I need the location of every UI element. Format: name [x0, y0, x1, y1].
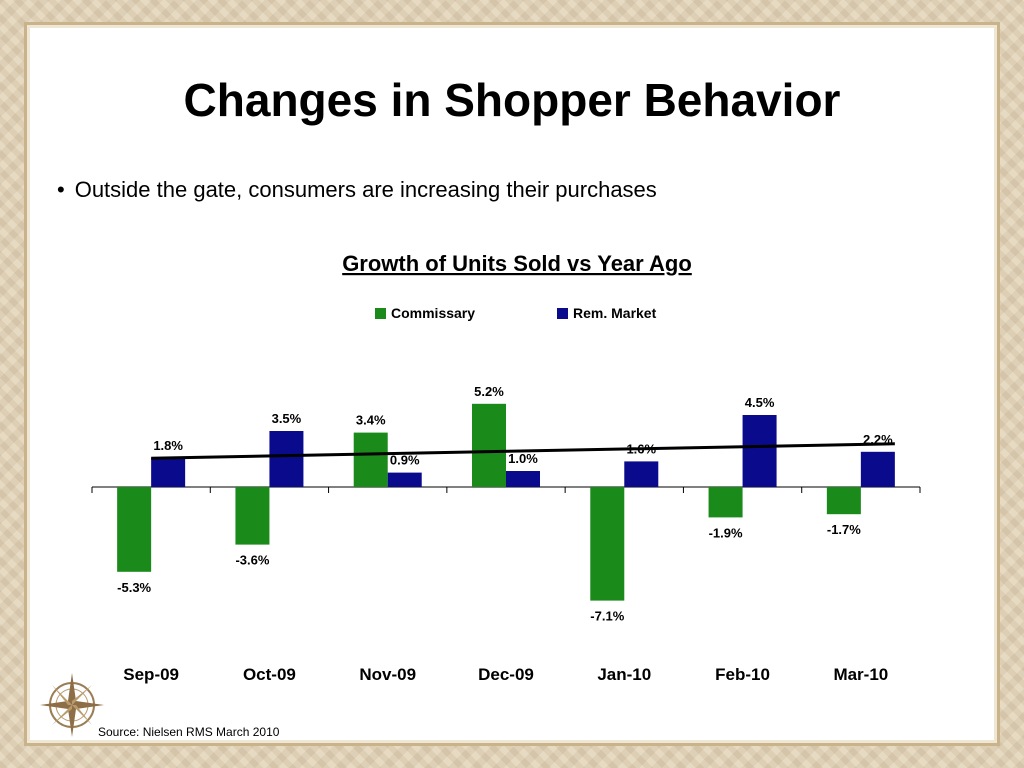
slide: Changes in Shopper Behavior • Outside th…	[24, 22, 1000, 746]
category-label-3: Dec-09	[478, 665, 534, 684]
bar-rem-market-0	[151, 458, 186, 487]
category-label-5: Feb-10	[715, 665, 770, 684]
data-label-rem-market-3: 1.0%	[508, 451, 538, 466]
category-label-0: Sep-09	[123, 665, 179, 684]
bar-commissary-1	[235, 487, 270, 545]
bar-commissary-4	[590, 487, 625, 601]
slide-title: Changes in Shopper Behavior	[183, 74, 841, 126]
legend-swatch-1	[557, 308, 568, 319]
data-label-commissary-5: -1.9%	[709, 525, 743, 540]
bar-commissary-0	[117, 487, 152, 572]
category-label-4: Jan-10	[597, 665, 651, 684]
legend-swatch-0	[375, 308, 386, 319]
bar-rem-market-6	[860, 451, 895, 487]
legend-label-1: Rem. Market	[573, 305, 657, 321]
category-label-2: Nov-09	[359, 665, 416, 684]
chart-legend: Commissary Rem. Market	[375, 305, 657, 321]
data-label-rem-market-0: 1.8%	[153, 438, 183, 453]
plot-area: -5.3% 1.8% Sep-09 -3.6% 3.5% Oct-09 3.4% 0.9% No…	[91, 384, 921, 684]
bar-rem-market-5	[742, 415, 777, 487]
data-label-rem-market-5: 4.5%	[745, 395, 775, 410]
compass-rose-icon	[40, 673, 104, 737]
data-label-rem-market-1: 3.5%	[272, 411, 302, 426]
bar-rem-market-3	[506, 471, 540, 487]
trend-line	[151, 442, 895, 460]
bar-commissary-6	[826, 487, 861, 515]
category-label-6: Mar-10	[833, 665, 888, 684]
data-label-commissary-0: -5.3%	[117, 580, 151, 595]
data-label-commissary-3: 5.2%	[474, 384, 504, 399]
bullet-marker: •	[57, 177, 65, 202]
category-label-1: Oct-09	[243, 665, 296, 684]
legend-label-0: Commissary	[391, 305, 475, 321]
bullet-text: Outside the gate, consumers are increasi…	[74, 177, 657, 202]
data-label-commissary-4: -7.1%	[590, 609, 624, 624]
chart-title: Growth of Units Sold vs Year Ago	[342, 251, 692, 276]
bar-commissary-2	[353, 432, 388, 487]
bar-rem-market-2	[387, 472, 422, 487]
data-label-commissary-1: -3.6%	[235, 553, 269, 568]
bar-commissary-3	[472, 403, 506, 487]
bar-commissary-5	[708, 487, 743, 518]
data-label-commissary-6: -1.7%	[827, 522, 861, 537]
bullet-point: • Outside the gate, consumers are increa…	[57, 177, 657, 203]
source-note: Source: Nielsen RMS March 2010	[98, 725, 280, 739]
data-label-rem-market-2: 0.9%	[390, 453, 420, 468]
data-label-commissary-2: 3.4%	[356, 413, 386, 428]
bar-rem-market-4	[624, 461, 659, 487]
bar-rem-market-1	[269, 431, 304, 487]
